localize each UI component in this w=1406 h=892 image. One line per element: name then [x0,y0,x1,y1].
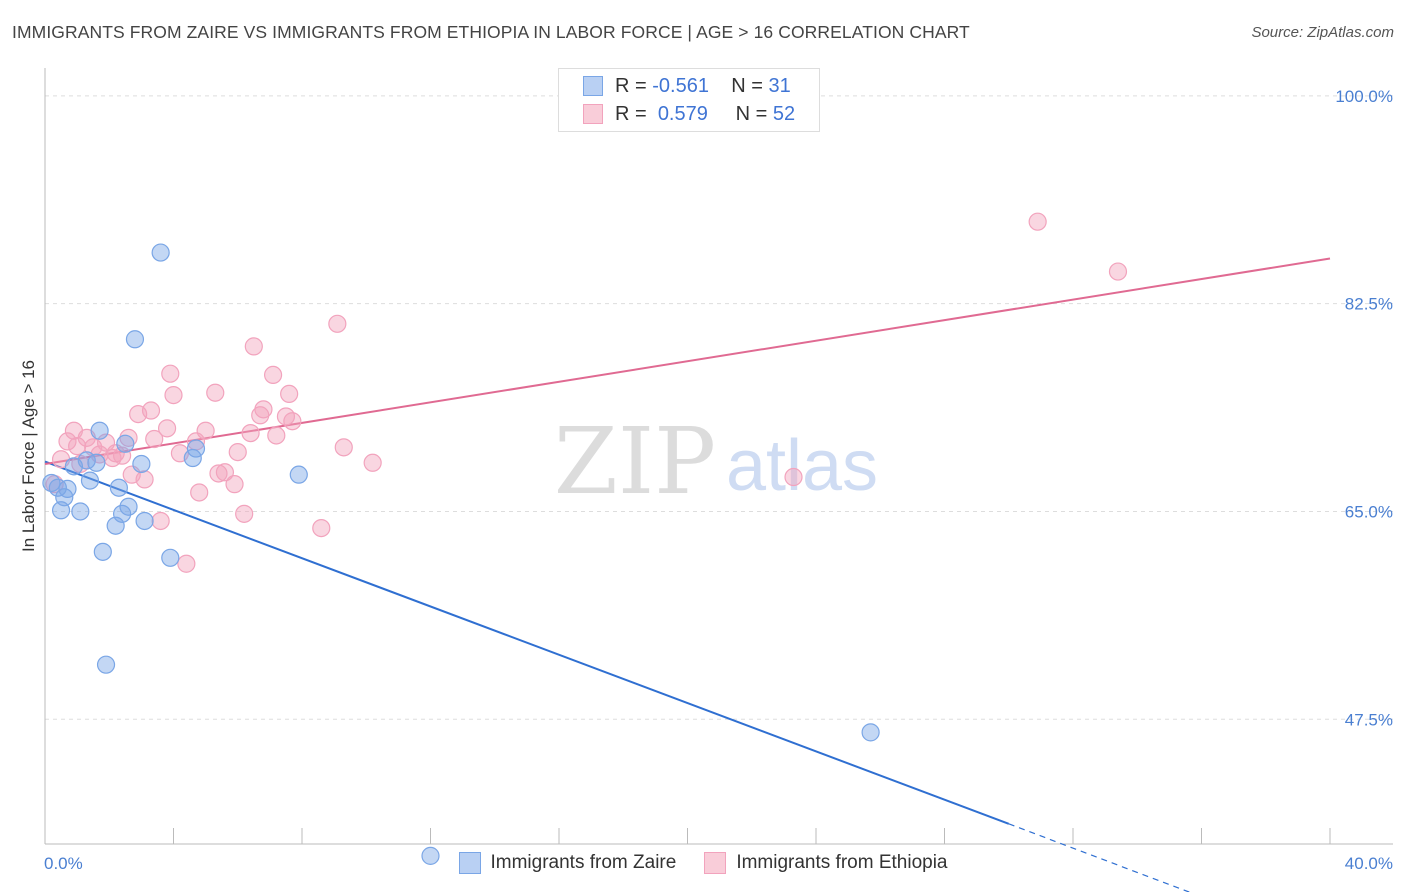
data-point-zaire [58,479,77,499]
data-point-ethiopia [151,511,170,531]
data-point-ethiopia [141,401,161,420]
data-point-ethiopia [225,475,244,494]
data-point-ethiopia [235,504,254,523]
points [42,212,1128,865]
y-tick-label: 65.0% [1345,502,1393,521]
y-tick-label: 100.0% [1335,87,1393,106]
y-axis-title: In Labor Force | Age > 16 [19,360,38,552]
data-point-ethiopia [161,364,180,383]
x-tick-label-max: 40.0% [1345,854,1393,873]
legend-row-zaire: R = -0.561 N = 31 [583,74,791,98]
data-point-ethiopia [241,423,260,443]
data-point-ethiopia [196,421,215,440]
data-point-zaire [125,330,145,349]
legend-label-ethiopia: Immigrants from Ethiopia [736,852,948,873]
data-point-ethiopia [157,419,177,438]
data-point-ethiopia [228,442,247,462]
legend-n-label: N = [731,74,763,97]
data-point-zaire [109,478,128,497]
data-point-ethiopia [334,438,353,457]
data-point-zaire [421,846,440,865]
data-point-zaire [289,465,308,484]
data-point-zaire [119,497,138,516]
data-point-ethiopia [312,518,331,538]
data-point-zaire [183,448,202,468]
data-point-ethiopia [1108,262,1128,281]
data-point-zaire [71,502,90,521]
data-point-ethiopia [209,464,228,483]
legend-n-value-ethiopia: 52 [772,102,796,125]
data-point-zaire [90,421,109,440]
legend-r-value-ethiopia: 0.579 [657,102,708,125]
data-point-zaire [151,243,170,262]
data-point-ethiopia [363,453,382,472]
legend-n-label: N = [735,102,768,125]
legend-swatch-zaire [583,76,603,96]
data-point-zaire [116,434,135,453]
data-point-ethiopia [244,337,263,356]
data-point-ethiopia [215,463,234,482]
data-point-ethiopia [280,384,299,404]
legend-swatch-zaire [458,852,481,874]
watermark-zip: ZIP [554,408,716,515]
data-point-ethiopia [206,383,225,402]
data-point-ethiopia [263,365,283,384]
data-point-zaire [161,548,180,567]
data-point-zaire [132,454,151,474]
data-point-ethiopia [784,467,803,487]
data-point-ethiopia [254,400,273,419]
data-point-ethiopia [283,412,302,431]
y-tick-label: 82.5% [1345,295,1393,314]
chart-title: IMMIGRANTS FROM ZAIRE VS IMMIGRANTS FROM… [12,22,970,42]
legend-r-label: R = [615,102,647,125]
data-point-ethiopia [58,432,77,451]
data-point-zaire [48,478,67,497]
data-point-zaire [861,723,880,742]
stats-legend: R = -0.561 N = 31 R = 0.579 N = 52 [558,68,820,132]
trend-line-zaire-dashed [1008,823,1191,892]
data-point-zaire [186,439,206,458]
watermark-atlas: atlas [726,426,878,506]
trend-line-ethiopia [44,257,1331,465]
legend-item-ethiopia: Immigrants from Ethiopia [704,852,948,874]
source-label: Source: ZipAtlas.com [1251,24,1394,41]
legend-swatch-ethiopia [583,104,603,124]
data-point-ethiopia [1028,212,1047,231]
data-point-zaire [87,453,106,472]
data-point-zaire [80,471,100,490]
data-point-ethiopia [164,385,183,405]
legend-row-ethiopia: R = 0.579 N = 52 [583,102,795,126]
x-tick-label-min: 0.0% [44,854,83,873]
legend-item-zaire: Immigrants from Zaire [458,852,677,874]
data-point-ethiopia [267,426,286,445]
data-point-ethiopia [135,470,154,489]
legend-n-value-zaire: 31 [768,74,791,97]
series-legend: Immigrants from Zaire Immigrants from Et… [0,852,1406,874]
y-tick-label: 47.5% [1345,710,1393,729]
data-point-zaire [112,504,132,523]
legend-label-zaire: Immigrants from Zaire [490,852,677,873]
y-tick-labels: 47.5% 65.0% 82.5% 100.0% [1335,87,1393,729]
legend-r-label: R = [615,74,647,97]
grid [45,95,1393,720]
data-point-ethiopia [190,483,209,502]
data-point-ethiopia [328,314,347,333]
trend-line-zaire [44,460,1010,825]
data-point-ethiopia [177,554,196,573]
data-point-zaire [135,511,154,531]
data-point-ethiopia [112,446,132,465]
data-point-ethiopia [145,429,164,449]
data-point-zaire [96,655,116,674]
data-point-zaire [93,542,112,561]
axes [44,68,1393,845]
legend-swatch-ethiopia [704,852,727,874]
trend-lines [44,257,1331,892]
legend-r-value-zaire: -0.561 [652,74,709,97]
